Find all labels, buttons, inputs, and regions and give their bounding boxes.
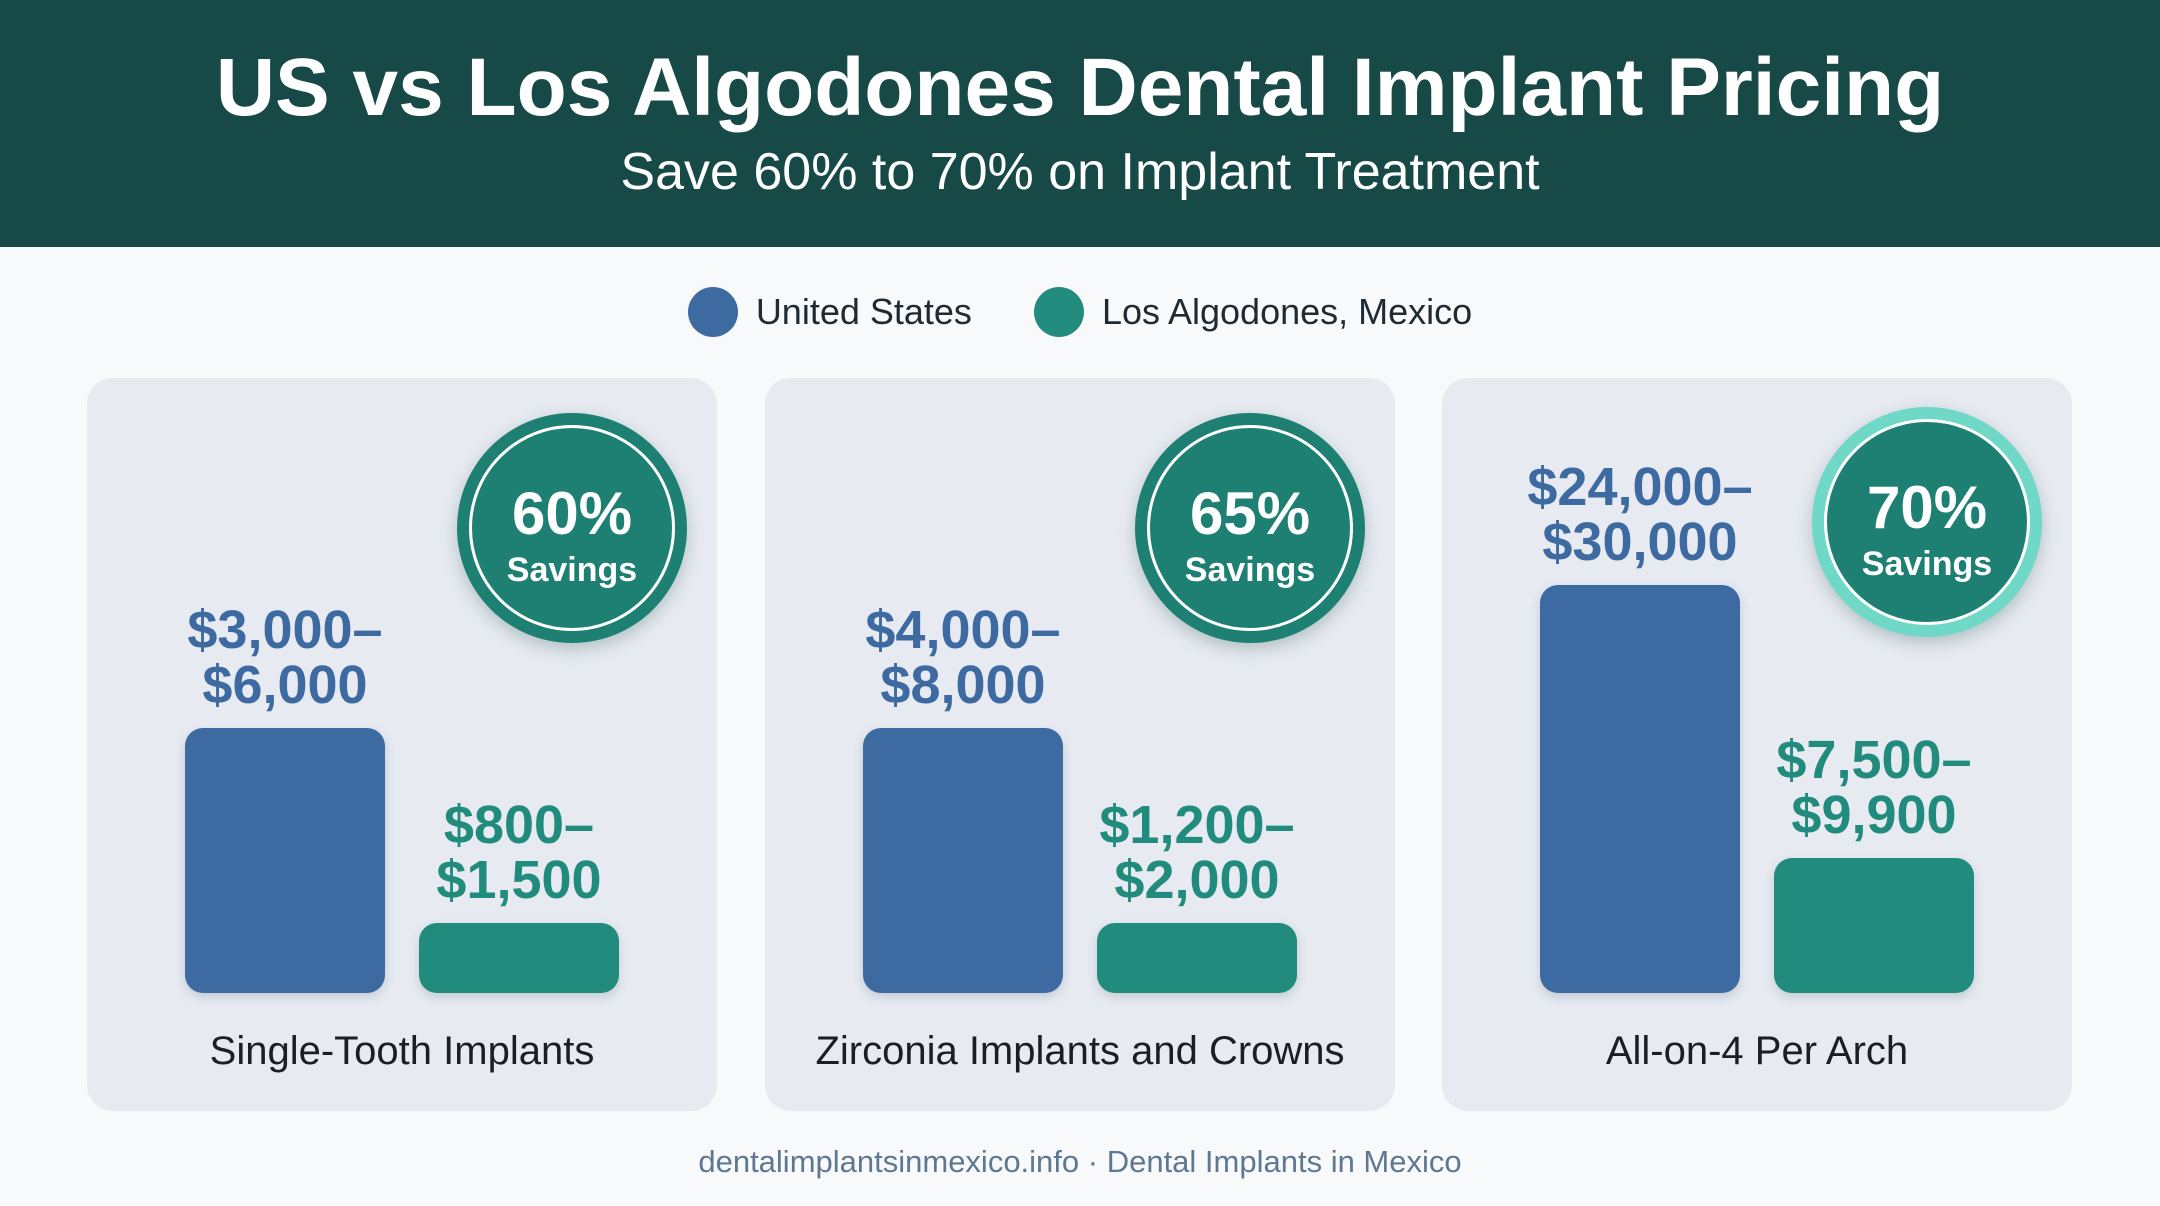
chart-legend: United States Los Algodones, Mexico (0, 282, 2160, 342)
us-price-label: $3,000– $6,000 (115, 603, 455, 713)
category-label: Zirconia Implants and Crowns (815, 1029, 1345, 1073)
mexico-price-label: $7,500– $9,900 (1704, 733, 2044, 843)
page-title: US vs Los Algodones Dental Implant Prici… (215, 42, 1945, 133)
mexico-price-line2: $1,500 (436, 850, 602, 910)
savings-badge: 65% Savings (1135, 413, 1365, 643)
savings-badge-ring: 60% Savings (469, 425, 675, 631)
legend-label-mexico: Los Algodones, Mexico (1101, 291, 1473, 332)
legend-swatch-us (687, 287, 738, 337)
category-label: All-on-4 Per Arch (1605, 1029, 1909, 1073)
legend-label-us: United States (755, 291, 972, 332)
legend-swatch-mexico (1033, 287, 1084, 337)
page-subtitle: Save 60% to 70% on Implant Treatment (620, 143, 1540, 201)
us-bar (1540, 585, 1740, 993)
us-price-label: $4,000– $8,000 (793, 603, 1133, 713)
us-price-line1: $4,000– (865, 600, 1061, 660)
legend-item-us: United States (687, 287, 972, 337)
mexico-bar (419, 923, 619, 993)
footer-credit: dentalimplantsinmexico.info · Dental Imp… (698, 1144, 1462, 1179)
mexico-price-line2: $2,000 (1114, 850, 1280, 910)
mexico-price-line1: $800– (443, 795, 595, 855)
mexico-price-line2: $9,900 (1791, 785, 1957, 846)
savings-word: Savings (1184, 551, 1316, 589)
us-price-line2: $8,000 (880, 655, 1046, 715)
savings-badge-ring: 65% Savings (1147, 425, 1353, 631)
chart-panel-all-on-4: $24,000– $30,000 $7,500– $9,900 70% Savi… (1442, 378, 2072, 1111)
savings-badge: 70% Savings (1812, 407, 2042, 637)
savings-percent: 60% (511, 480, 633, 547)
mexico-price-label: $1,200– $2,000 (1027, 798, 1367, 908)
legend-item-mexico: Los Algodones, Mexico (1033, 287, 1473, 337)
mexico-bar (1774, 858, 1974, 993)
us-price-label: $24,000– $30,000 (1470, 460, 1810, 570)
mexico-price-label: $800– $1,500 (349, 798, 689, 908)
us-price-line2: $30,000 (1542, 512, 1738, 572)
savings-percent: 70% (1866, 474, 1988, 541)
us-bar (863, 728, 1063, 993)
mexico-price-line1: $1,200– (1099, 795, 1295, 855)
category-label: Single-Tooth Implants (209, 1029, 595, 1073)
savings-percent: 65% (1189, 480, 1311, 547)
savings-badge: 60% Savings (457, 413, 687, 643)
us-price-line1: $24,000– (1527, 457, 1753, 517)
header-banner: US vs Los Algodones Dental Implant Prici… (0, 0, 2160, 247)
us-price-line1: $3,000– (187, 600, 383, 660)
mexico-bar (1097, 923, 1297, 993)
savings-word: Savings (1861, 545, 1993, 583)
chart-panel-single-tooth: $3,000– $6,000 $800– $1,500 60% Savings … (87, 378, 717, 1111)
us-bar (185, 728, 385, 993)
savings-badge-ring: 70% Savings (1824, 419, 2030, 625)
mexico-price-line1: $7,500– (1776, 730, 1972, 791)
savings-word: Savings (506, 551, 638, 589)
us-price-line2: $6,000 (202, 655, 368, 715)
chart-panel-zirconia: $4,000– $8,000 $1,200– $2,000 65% Saving… (765, 378, 1395, 1111)
